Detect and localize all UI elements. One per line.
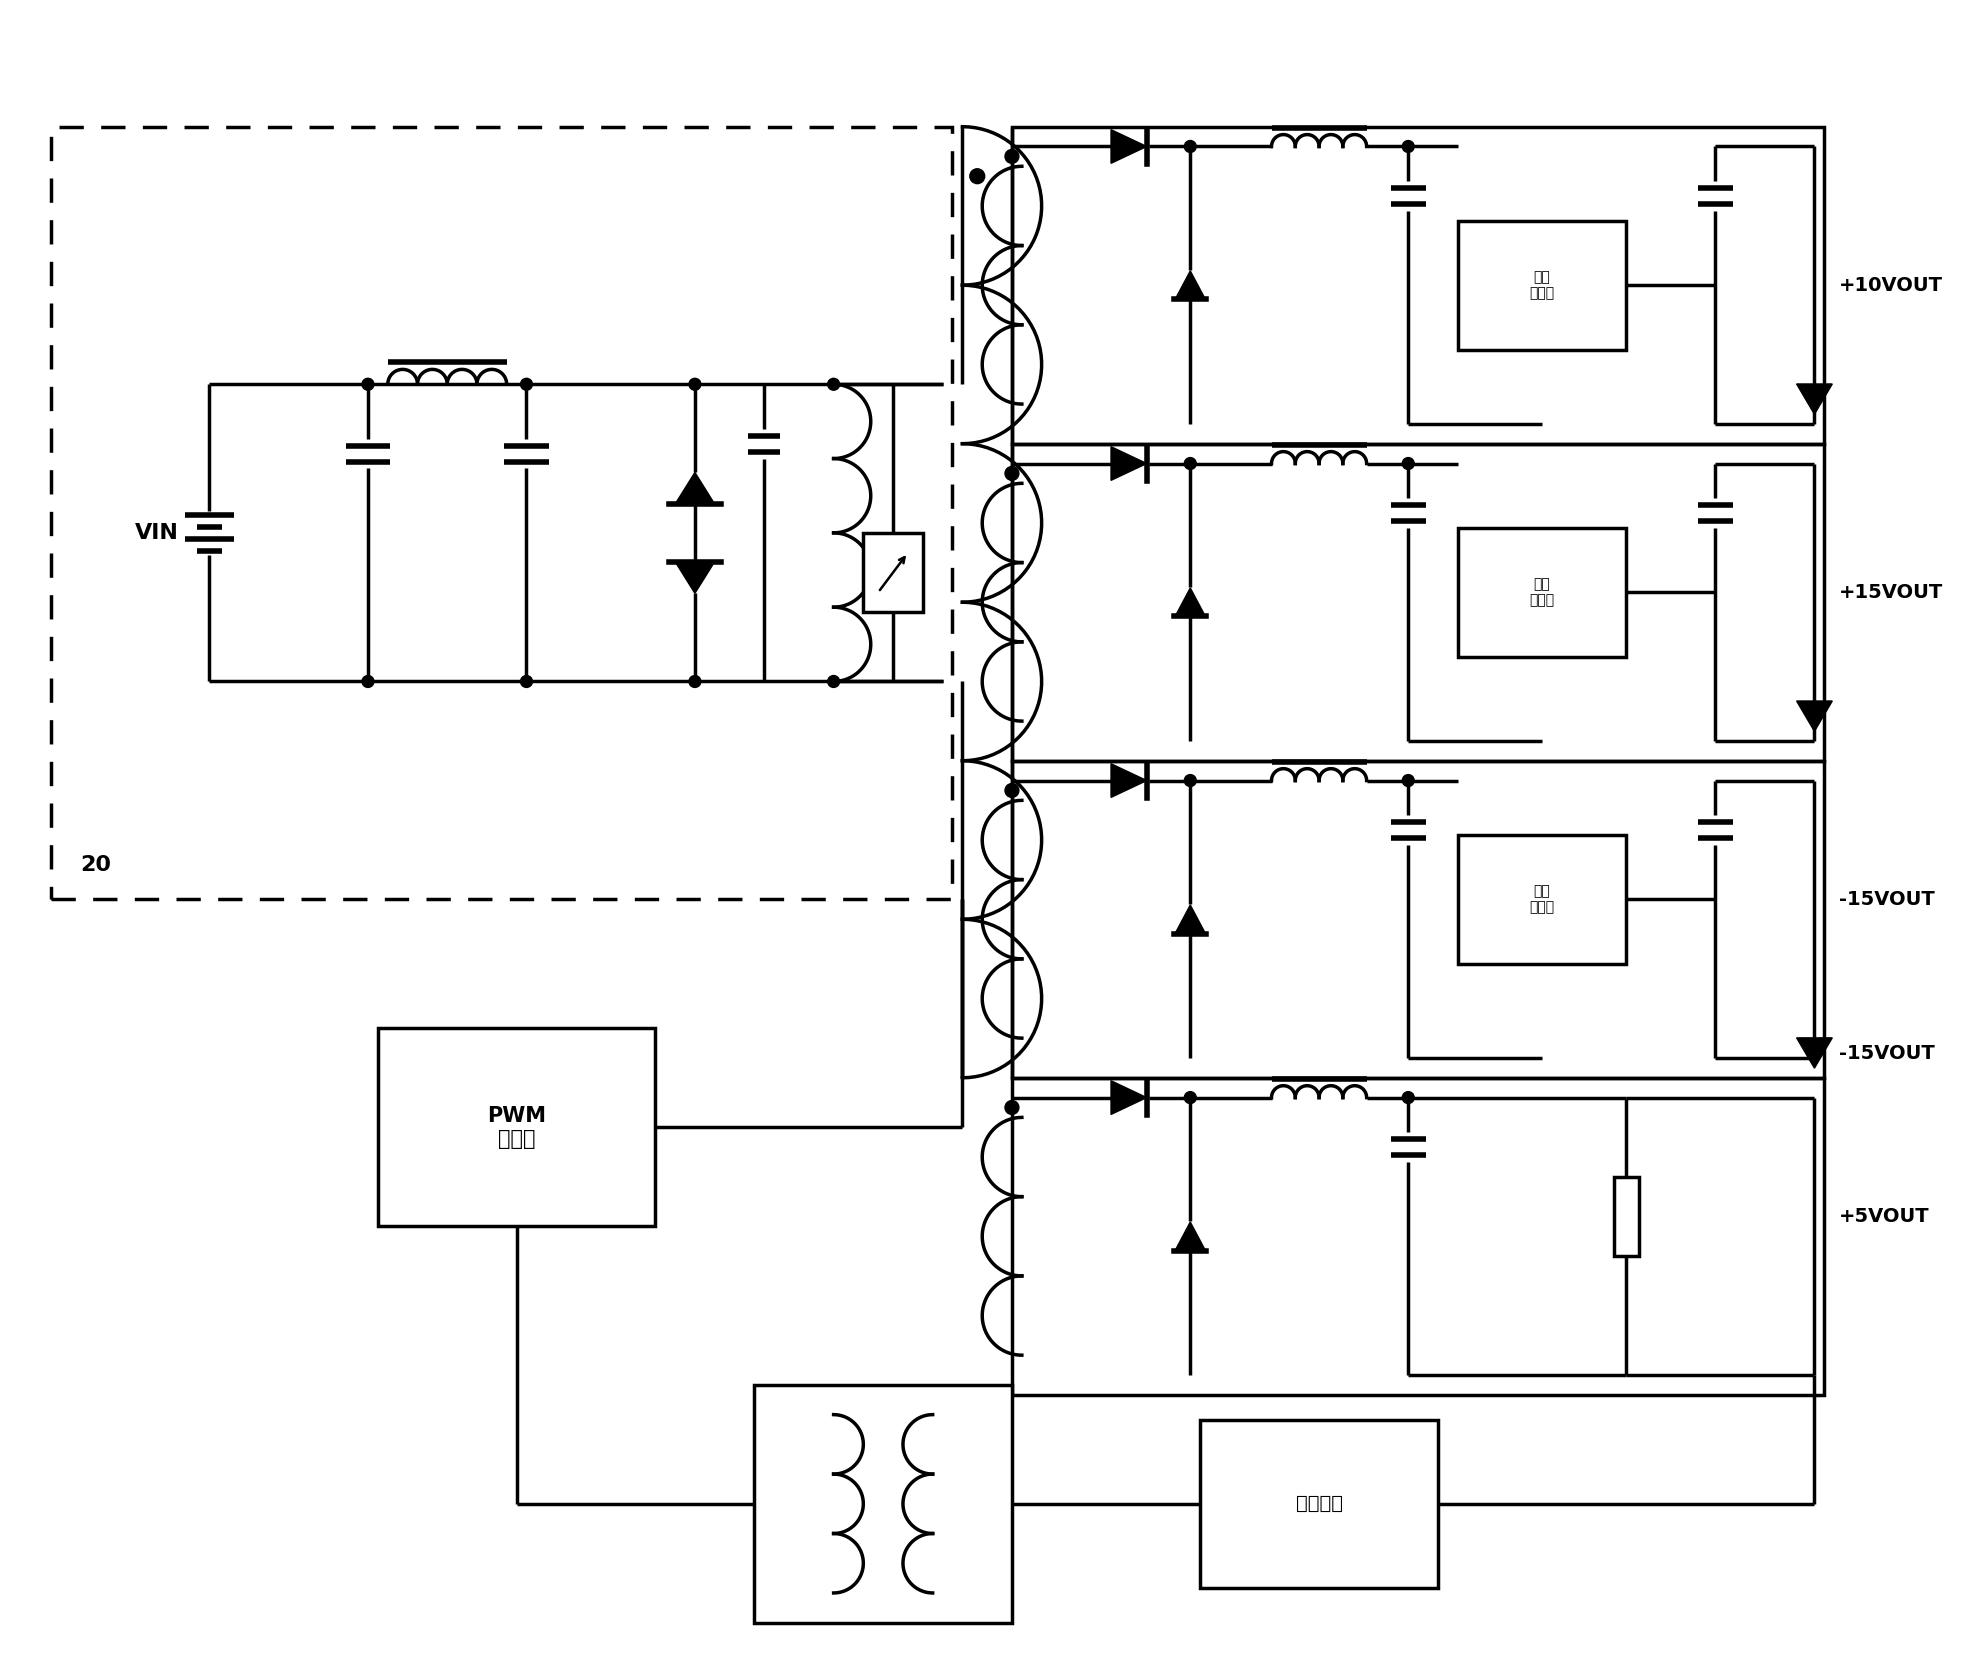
Circle shape <box>1006 1100 1019 1114</box>
Polygon shape <box>1174 906 1206 934</box>
Bar <box>1011 1079 1825 1394</box>
Bar <box>864 533 923 612</box>
Circle shape <box>1184 141 1196 153</box>
Circle shape <box>1402 457 1414 469</box>
Text: +5VOUT: +5VOUT <box>1838 1206 1931 1226</box>
Circle shape <box>1184 774 1196 786</box>
Bar <box>754 1384 1011 1623</box>
Bar <box>1200 1420 1438 1588</box>
Text: +15VOUT: +15VOUT <box>1838 583 1944 601</box>
Bar <box>1011 126 1825 444</box>
Text: 三端
稳压器: 三端 稳压器 <box>1530 884 1555 914</box>
Text: 三端
稳压器: 三端 稳压器 <box>1530 270 1555 301</box>
Bar <box>1457 528 1626 657</box>
Circle shape <box>361 675 373 687</box>
Circle shape <box>1402 141 1414 153</box>
Circle shape <box>1006 150 1019 163</box>
Text: 20: 20 <box>81 855 112 875</box>
Polygon shape <box>1797 1038 1832 1068</box>
Circle shape <box>1006 467 1019 480</box>
Polygon shape <box>1174 270 1206 299</box>
Circle shape <box>361 378 373 390</box>
Circle shape <box>520 675 532 687</box>
Text: +10VOUT: +10VOUT <box>1838 276 1942 294</box>
Circle shape <box>827 675 839 687</box>
Text: -15VOUT: -15VOUT <box>1838 1043 1935 1063</box>
Polygon shape <box>676 561 715 593</box>
Circle shape <box>1184 457 1196 469</box>
Circle shape <box>1402 774 1414 786</box>
Text: 三端
稳压器: 三端 稳压器 <box>1530 578 1555 608</box>
Circle shape <box>970 168 984 183</box>
Text: VIN: VIN <box>136 522 179 543</box>
Polygon shape <box>1112 129 1147 163</box>
Bar <box>1457 220 1626 349</box>
Bar <box>51 126 953 899</box>
Text: PWM
控制器: PWM 控制器 <box>487 1105 546 1149</box>
Circle shape <box>1006 783 1019 798</box>
Polygon shape <box>1174 1221 1206 1250</box>
Circle shape <box>1402 1092 1414 1104</box>
Bar <box>1614 1178 1638 1257</box>
Polygon shape <box>1112 764 1147 798</box>
Bar <box>1011 761 1825 1079</box>
Polygon shape <box>1797 701 1832 731</box>
Bar <box>1457 835 1626 964</box>
Circle shape <box>689 378 701 390</box>
Circle shape <box>520 378 532 390</box>
Polygon shape <box>1112 1080 1147 1114</box>
Text: -15VOUT: -15VOUT <box>1838 890 1935 909</box>
Polygon shape <box>1112 447 1147 480</box>
Polygon shape <box>676 472 715 504</box>
Circle shape <box>689 675 701 687</box>
Circle shape <box>827 378 839 390</box>
Text: 反馈采样: 反馈采样 <box>1296 1494 1343 1514</box>
Bar <box>1011 444 1825 761</box>
Bar <box>377 1028 656 1226</box>
Polygon shape <box>1797 385 1832 415</box>
Polygon shape <box>1174 588 1206 617</box>
Circle shape <box>1184 1092 1196 1104</box>
